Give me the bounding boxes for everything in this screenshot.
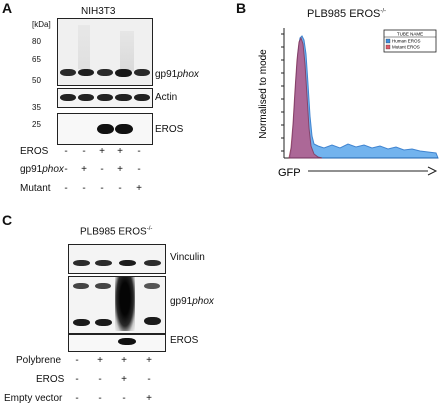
panel-a-sign: + xyxy=(136,183,142,194)
panel-a-sign: + xyxy=(117,164,123,175)
panel-a-sign: + xyxy=(81,164,87,175)
panel-c-sign: + xyxy=(121,374,127,385)
blot-a-actin xyxy=(57,88,153,108)
blot-a-label-gp91phox: gp91phox xyxy=(155,69,199,80)
blot-c-label-gp91phox: gp91phox xyxy=(170,296,214,307)
panel-a-sign: - xyxy=(82,146,86,157)
panel-c-sign: - xyxy=(122,393,126,404)
histogram-series-human-eros xyxy=(289,35,439,159)
flow-histogram: Normalised to mode TUBE NAME Human EROS … xyxy=(258,28,439,179)
panel-a-row-eros-label: EROS xyxy=(20,146,49,157)
panel-a-sign: - xyxy=(64,146,68,157)
panel-a-row-gp91-label: gp91phox xyxy=(20,164,64,175)
panel-c-sign: + xyxy=(146,355,152,366)
panel-a-sign: - xyxy=(137,146,141,157)
blot-c-eros xyxy=(68,334,166,352)
gfp-arrow-head xyxy=(427,166,438,176)
histogram-series-mutant-eros xyxy=(288,36,323,159)
panel-a-sign: - xyxy=(137,164,141,175)
panel-a-row-mutant-label: Mutant xyxy=(20,183,51,194)
blot-a-label-actin: Actin xyxy=(155,92,178,103)
mw-marker-65: 65 xyxy=(32,55,41,64)
panel-c-sign: + xyxy=(97,355,103,366)
legend-item-human: Human EROS xyxy=(392,39,421,44)
blot-a-gp91phox xyxy=(57,18,153,86)
panel-c-letter: C xyxy=(2,212,13,228)
legend-swatch-mutant xyxy=(385,44,391,50)
panel-a-sign: + xyxy=(99,146,105,157)
panel-a-title: NIH3T3 xyxy=(81,6,116,17)
legend-swatch-human xyxy=(385,38,391,44)
mw-marker-80: 80 xyxy=(32,37,41,46)
panel-c-sign: - xyxy=(98,393,102,404)
kda-label: [kDa] xyxy=(32,20,51,29)
panel-c-row-eros-label: EROS xyxy=(36,374,65,385)
mw-marker-25: 25 xyxy=(32,120,41,129)
panel-a-sign: + xyxy=(117,146,123,157)
mw-marker-35: 35 xyxy=(32,103,41,112)
blot-a-label-eros: EROS xyxy=(155,124,184,135)
panel-b-letter: B xyxy=(236,0,247,16)
panel-c-sign: + xyxy=(146,393,152,404)
panel-a-sign: - xyxy=(100,164,104,175)
panel-a-sign: - xyxy=(82,183,86,194)
panel-c-sign: - xyxy=(75,393,79,404)
blot-c-label-vinculin: Vinculin xyxy=(170,252,205,263)
panel-c-sign: - xyxy=(147,374,151,385)
panel-c-sign: - xyxy=(98,374,102,385)
blot-c-vinculin xyxy=(68,244,166,274)
panel-c-row-polybrene-label: Polybrene xyxy=(16,355,62,366)
blot-c-label-eros: EROS xyxy=(170,335,199,346)
panel-b-title: PLB985 EROS-/- xyxy=(307,8,387,20)
panel-c-sign: + xyxy=(121,355,127,366)
histogram-xlabel: GFP xyxy=(278,167,301,179)
panel-a-letter: A xyxy=(2,0,13,16)
histogram-ylabel: Normalised to mode xyxy=(258,49,269,139)
mw-marker-50: 50 xyxy=(32,76,41,85)
panel-a-sign: - xyxy=(118,183,122,194)
histogram-legend-box xyxy=(383,29,437,53)
legend-item-mutant: Mutant EROS xyxy=(392,45,420,50)
panel-a-sign: - xyxy=(100,183,104,194)
panel-c-sign: - xyxy=(75,374,79,385)
panel-a-sign: - xyxy=(64,164,68,175)
panel-c-row-empty-vector-label: Empty vector xyxy=(4,393,63,404)
histogram-y-ticks xyxy=(281,33,284,152)
panel-c-title: PLB985 EROS-/- xyxy=(80,226,153,238)
panel-a-sign: - xyxy=(64,183,68,194)
blot-a-eros xyxy=(57,113,153,145)
panel-c-sign: - xyxy=(75,355,79,366)
legend-header: TUBE NAME xyxy=(397,32,423,37)
blot-c-gp91phox xyxy=(68,276,166,334)
